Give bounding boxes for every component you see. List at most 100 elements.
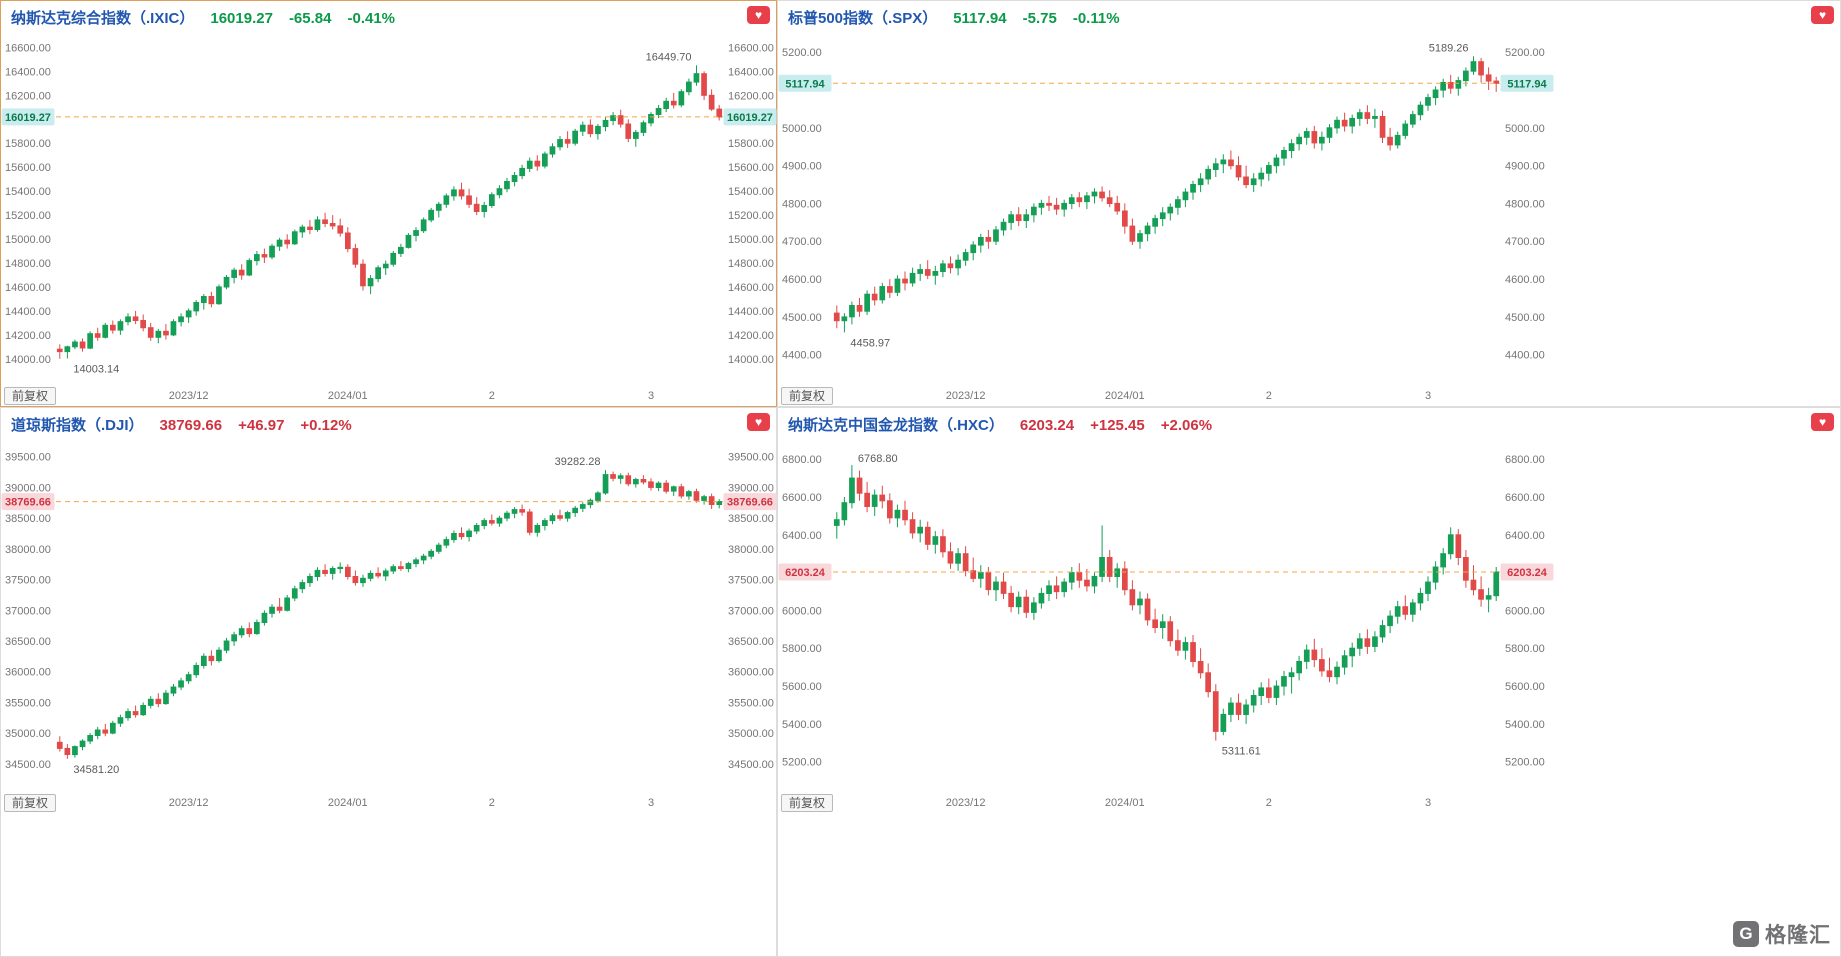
svg-text:5200.00: 5200.00 (1505, 47, 1545, 59)
svg-text:36500.00: 36500.00 (728, 636, 774, 648)
heart-glyph: ♥ (754, 415, 763, 429)
svg-text:16400.00: 16400.00 (5, 66, 51, 78)
svg-text:6800.00: 6800.00 (782, 454, 822, 466)
index-code: （.HXC） (938, 417, 1004, 434)
svg-text:5800.00: 5800.00 (782, 643, 822, 655)
last-price: 5117.94 (953, 10, 1007, 27)
svg-text:4800.00: 4800.00 (1505, 198, 1545, 210)
chart-titlebar: 纳斯达克综合指数（.IXIC） 16019.27 -65.84 -0.41% (11, 7, 395, 28)
svg-text:16019.27: 16019.27 (5, 112, 51, 124)
svg-text:3: 3 (1425, 390, 1431, 402)
hxc-candlestick-chart[interactable]: 5200.00 5200.00 5400.00 5400.00 5600.00 5600.… (778, 408, 1555, 815)
svg-text:4700.00: 4700.00 (782, 236, 822, 248)
index-quote: 16019.27 -65.84 -0.41% (210, 10, 395, 27)
index-title: 道琼斯指数（.DJI） (11, 414, 144, 435)
svg-text:14003.14: 14003.14 (73, 363, 119, 375)
svg-text:37000.00: 37000.00 (728, 605, 774, 617)
svg-text:36000.00: 36000.00 (728, 667, 774, 679)
svg-text:39500.00: 39500.00 (728, 452, 774, 464)
price-adjust-button[interactable]: 前复权 (781, 794, 834, 812)
svg-text:15000.00: 15000.00 (728, 234, 774, 246)
price-change-pct: +0.12% (300, 417, 352, 434)
price-adjust-button[interactable]: 前复权 (781, 387, 834, 405)
svg-text:5117.94: 5117.94 (785, 78, 825, 90)
svg-text:39000.00: 39000.00 (5, 483, 51, 495)
index-name: 标普500指数 (788, 10, 874, 27)
svg-text:3: 3 (648, 797, 654, 809)
svg-text:39000.00: 39000.00 (728, 483, 774, 495)
price-change: -65.84 (288, 10, 332, 27)
price-adjust-button[interactable]: 前复权 (4, 387, 57, 405)
svg-text:5400.00: 5400.00 (1505, 719, 1545, 731)
favorite-heart-icon[interactable]: ♥ (747, 6, 770, 24)
svg-text:14000.00: 14000.00 (728, 354, 774, 366)
svg-text:2024/01: 2024/01 (328, 390, 368, 402)
index-quote: 5117.94 -5.75 -0.11% (953, 10, 1119, 27)
last-price: 38769.66 (159, 417, 223, 434)
price-change: +46.97 (238, 417, 285, 434)
svg-text:2023/12: 2023/12 (169, 797, 209, 809)
favorite-heart-icon[interactable]: ♥ (1811, 413, 1834, 431)
svg-text:34581.20: 34581.20 (73, 764, 119, 776)
svg-text:35000.00: 35000.00 (5, 728, 51, 740)
svg-text:2024/01: 2024/01 (1105, 390, 1145, 402)
svg-text:38500.00: 38500.00 (728, 513, 774, 525)
svg-text:4500.00: 4500.00 (782, 312, 822, 324)
gelonghui-watermark: G 格隆汇 (1733, 919, 1831, 949)
svg-text:39282.28: 39282.28 (555, 456, 601, 468)
svg-text:15800.00: 15800.00 (728, 138, 774, 150)
svg-text:15400.00: 15400.00 (5, 186, 51, 198)
svg-text:36500.00: 36500.00 (5, 636, 51, 648)
ixic-candlestick-chart[interactable]: 14000.00 14000.00 14200.00 14200.00 14400.00… (1, 1, 778, 408)
svg-text:16600.00: 16600.00 (5, 42, 51, 54)
svg-text:4500.00: 4500.00 (1505, 312, 1545, 324)
svg-text:5600.00: 5600.00 (782, 681, 822, 693)
svg-text:6400.00: 6400.00 (1505, 530, 1545, 542)
nasdaq-composite-panel: 纳斯达克综合指数（.IXIC） 16019.27 -65.84 -0.41% 1… (0, 0, 777, 407)
svg-text:2024/01: 2024/01 (1105, 797, 1145, 809)
svg-text:2: 2 (1266, 390, 1272, 402)
svg-text:2023/12: 2023/12 (946, 390, 986, 402)
svg-text:38769.66: 38769.66 (727, 497, 773, 509)
index-code: （.DJI） (86, 417, 144, 434)
svg-text:5400.00: 5400.00 (782, 719, 822, 731)
svg-text:5600.00: 5600.00 (1505, 681, 1545, 693)
favorite-heart-icon[interactable]: ♥ (747, 413, 770, 431)
svg-text:5189.26: 5189.26 (1429, 42, 1469, 54)
index-quote: 6203.24 +125.45 +2.06% (1020, 417, 1212, 434)
svg-text:4400.00: 4400.00 (1505, 350, 1545, 362)
svg-text:5200.00: 5200.00 (1505, 757, 1545, 769)
price-adjust-button[interactable]: 前复权 (4, 794, 57, 812)
svg-text:6000.00: 6000.00 (782, 605, 822, 617)
spx-candlestick-chart[interactable]: 4400.00 4400.00 4500.00 4500.00 4600.00 4600.… (778, 1, 1555, 408)
svg-text:6600.00: 6600.00 (1505, 492, 1545, 504)
svg-text:38500.00: 38500.00 (5, 513, 51, 525)
svg-text:2024/01: 2024/01 (328, 797, 368, 809)
svg-text:15800.00: 15800.00 (5, 138, 51, 150)
svg-text:6400.00: 6400.00 (782, 530, 822, 542)
svg-text:6800.00: 6800.00 (1505, 454, 1545, 466)
svg-text:5200.00: 5200.00 (782, 47, 822, 59)
last-price: 6203.24 (1019, 417, 1075, 434)
heart-glyph: ♥ (754, 8, 763, 22)
svg-text:15400.00: 15400.00 (728, 186, 774, 198)
index-title: 纳斯达克综合指数（.IXIC） (11, 7, 194, 28)
svg-text:2023/12: 2023/12 (169, 390, 209, 402)
dji-candlestick-chart[interactable]: 34500.00 34500.00 35000.00 35000.00 35500.00… (1, 408, 778, 815)
svg-text:6203.24: 6203.24 (1507, 567, 1548, 579)
svg-text:4458.97: 4458.97 (850, 337, 890, 349)
svg-text:35500.00: 35500.00 (5, 697, 51, 709)
svg-text:6000.00: 6000.00 (1505, 605, 1545, 617)
svg-text:14400.00: 14400.00 (728, 306, 774, 318)
favorite-heart-icon[interactable]: ♥ (1811, 6, 1834, 24)
china-golden-dragon-panel: 纳斯达克中国金龙指数（.HXC） 6203.24 +125.45 +2.06% … (777, 407, 1841, 957)
svg-text:4600.00: 4600.00 (1505, 274, 1545, 286)
svg-text:14400.00: 14400.00 (5, 306, 51, 318)
svg-text:5800.00: 5800.00 (1505, 643, 1545, 655)
svg-text:34500.00: 34500.00 (728, 759, 774, 771)
svg-text:15200.00: 15200.00 (728, 210, 774, 222)
price-change-pct: -0.11% (1072, 10, 1120, 27)
index-quote: 38769.66 +46.97 +0.12% (160, 417, 352, 434)
svg-text:4400.00: 4400.00 (782, 350, 822, 362)
